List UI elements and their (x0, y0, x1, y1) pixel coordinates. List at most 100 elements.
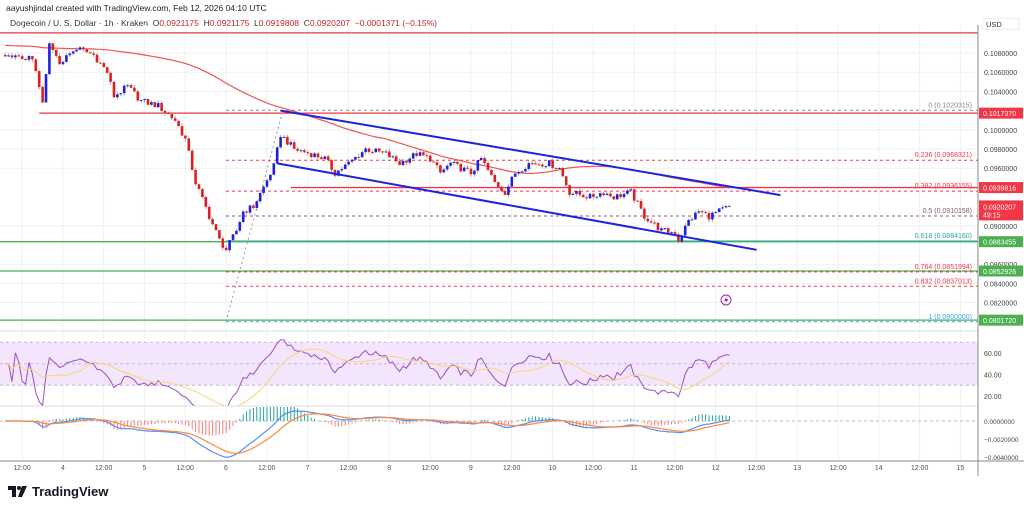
time-axis-label: 9 (469, 465, 473, 472)
candle-down (160, 103, 163, 111)
candle-up (694, 212, 697, 220)
low-value: 0.0919808 (258, 18, 299, 28)
rsi-axis-tick: 20.00 (984, 394, 1002, 401)
candle-up (384, 151, 388, 153)
candle-up (255, 201, 259, 208)
fib-level-label: 0.236 (0.0968321) (915, 152, 972, 159)
candle-up (714, 212, 718, 214)
price-label-badge (979, 107, 1023, 119)
candle-up (299, 150, 303, 152)
symbol-title[interactable]: Dogecoin / U. S. Dollar · 1h · Kraken (10, 18, 148, 28)
rsi-line (5, 339, 730, 406)
candle-down (459, 163, 463, 172)
candle-up (44, 74, 48, 103)
candle-up (235, 230, 238, 235)
candle-down (173, 118, 177, 121)
candle-down (112, 81, 116, 98)
candle-up (588, 193, 592, 199)
moving-average (5, 44, 730, 189)
candle-up (139, 100, 143, 102)
candle-down (643, 208, 646, 219)
candle-up (119, 93, 123, 95)
candle-down (105, 67, 109, 73)
open-label: O (152, 18, 160, 28)
candle-up (445, 165, 449, 170)
candle-down (490, 169, 493, 175)
candle-down (653, 222, 656, 224)
candle-down (602, 193, 605, 196)
time-axis-label: 11 (630, 465, 637, 472)
rsi-panel (0, 339, 978, 406)
candle-down (541, 164, 544, 167)
candle-down (201, 189, 204, 198)
candle-up (228, 240, 231, 251)
candle-down (211, 219, 214, 225)
candle-up (265, 180, 269, 187)
candle-down (92, 53, 95, 55)
candle-down (245, 211, 248, 213)
candle-down (177, 120, 180, 127)
candle-down (394, 156, 398, 162)
channel-upper-line (280, 109, 781, 197)
candle-down (187, 138, 191, 151)
price-label-badge (979, 236, 1023, 248)
fib-level-label: 0 (0.1020315) (928, 102, 972, 109)
candle-up (544, 166, 548, 168)
candle-up (231, 234, 235, 241)
candle-up (517, 172, 520, 174)
candle-down (218, 230, 221, 239)
currency-selector[interactable]: USD (982, 18, 1020, 30)
descending-channel[interactable] (277, 109, 781, 251)
alert-lightning-icon[interactable] (720, 294, 732, 306)
current-price-text: 0.0920207 (983, 204, 1016, 211)
candle-down (534, 163, 537, 165)
time-axis-label: 13 (793, 465, 801, 472)
candle-up (626, 190, 629, 194)
fibonacci-retracement[interactable]: 0 (0.1020315) 0.236 (0.0968321) 0.382 (0.0… (225, 102, 978, 323)
candles (3, 41, 731, 253)
ma-line (5, 44, 730, 189)
time-axis-label: 10 (549, 465, 557, 472)
candle-up (248, 205, 252, 213)
candle-down (197, 184, 201, 190)
candle-up (116, 94, 119, 98)
candle-up (78, 47, 82, 50)
candle-up (462, 167, 466, 172)
candle-up (150, 102, 153, 105)
candle-down (286, 136, 289, 145)
candle-down (170, 114, 174, 119)
price-label-text: 0.0939816 (983, 186, 1016, 193)
candle-up (524, 169, 527, 172)
candle-down (381, 151, 384, 153)
candle-down (333, 169, 337, 176)
candle-down (700, 211, 704, 213)
time-axis-label: 12 (712, 465, 720, 472)
candle-down (619, 194, 622, 198)
candle-up (558, 167, 561, 169)
candle-down (428, 155, 432, 162)
candle-down (500, 187, 503, 192)
candle-down (728, 206, 731, 208)
candle-up (7, 55, 10, 57)
candle-down (109, 72, 112, 82)
candle-down (673, 232, 677, 235)
candle-up (337, 170, 340, 176)
macd-axis-tick: −0.0040000 (984, 455, 1019, 462)
candle-up (622, 193, 626, 198)
candle-up (279, 137, 282, 148)
candle-down (221, 238, 225, 248)
horizontal-levels (0, 32, 978, 321)
candle-down (367, 148, 371, 152)
time-axis-label: 12:00 (666, 465, 684, 472)
time-axis-label: 15 (957, 465, 965, 472)
candle-down (398, 161, 401, 165)
price-label-text: 0.1017370 (983, 111, 1016, 118)
candle-down (568, 185, 571, 195)
time-axis-label: 12:00 (421, 465, 439, 472)
time-axis-label: 4 (61, 465, 65, 472)
candle-up (408, 158, 412, 163)
candle-down (167, 112, 170, 115)
candle-up (449, 162, 452, 166)
candle-down (95, 54, 99, 63)
